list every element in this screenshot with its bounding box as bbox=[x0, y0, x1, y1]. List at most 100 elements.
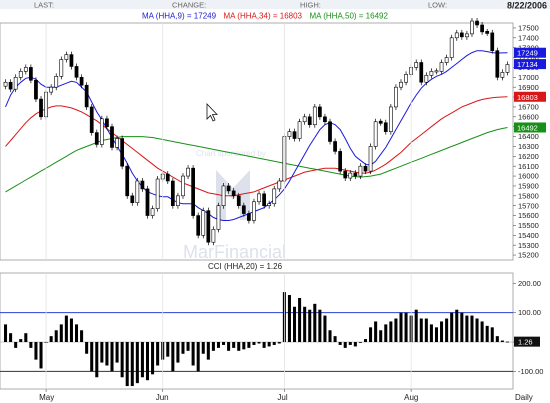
cci-bar bbox=[394, 318, 398, 343]
cci-title: CCI (HHA,20) = 1.26 bbox=[208, 262, 283, 271]
ma-lines bbox=[5, 50, 508, 221]
cci-bar bbox=[166, 342, 170, 357]
candle bbox=[135, 178, 140, 206]
candle bbox=[140, 178, 145, 192]
cci-bar bbox=[252, 342, 256, 345]
price-tick-label: 16200 bbox=[518, 152, 539, 161]
cci-bar bbox=[171, 342, 175, 372]
candle bbox=[505, 61, 510, 76]
candle bbox=[424, 72, 429, 86]
candle bbox=[216, 202, 221, 233]
high-label: HIGH: bbox=[300, 1, 321, 10]
month-label-may: May bbox=[39, 393, 54, 402]
cci-badge: 1.26 bbox=[514, 336, 540, 347]
cci-bar bbox=[262, 342, 266, 348]
cci-bar bbox=[424, 318, 428, 343]
cci-bar bbox=[490, 327, 494, 343]
price-badge-label: 17249 bbox=[517, 49, 538, 58]
last-label: LAST: bbox=[34, 1, 54, 10]
cci-bar bbox=[227, 342, 231, 351]
cci-bar bbox=[222, 342, 226, 345]
price-tick-label: 16900 bbox=[518, 83, 539, 92]
cci-bar bbox=[130, 342, 134, 387]
candle bbox=[257, 190, 261, 205]
candle bbox=[459, 29, 464, 40]
cci-bar bbox=[318, 309, 322, 343]
candle bbox=[388, 103, 393, 135]
cci-bar bbox=[267, 342, 271, 347]
price-tick-label: 15200 bbox=[518, 251, 539, 260]
cci-bar bbox=[120, 342, 124, 378]
cci-bar bbox=[191, 342, 195, 366]
cci-bar bbox=[298, 297, 302, 343]
candle bbox=[247, 210, 251, 224]
cci-bar bbox=[303, 306, 307, 343]
price-tick-label: 15300 bbox=[518, 241, 539, 250]
candle bbox=[125, 163, 130, 199]
candle bbox=[495, 47, 500, 81]
candle bbox=[307, 113, 312, 128]
price-tick-label: 15400 bbox=[518, 231, 539, 240]
cci-bar bbox=[272, 342, 276, 345]
cci-bar bbox=[19, 339, 23, 343]
cci-bar bbox=[69, 318, 73, 343]
candle bbox=[444, 54, 449, 66]
candle bbox=[196, 212, 201, 239]
cci-bar bbox=[323, 315, 327, 343]
ma9-line bbox=[5, 50, 508, 221]
candle bbox=[226, 182, 231, 194]
cci-bar bbox=[201, 342, 205, 354]
candle bbox=[13, 74, 18, 93]
cci-bar bbox=[140, 342, 144, 378]
cci-bar bbox=[404, 312, 408, 343]
candle bbox=[399, 79, 403, 91]
candle bbox=[3, 79, 8, 90]
change-label: CHANGE: bbox=[172, 1, 206, 10]
cci-bar bbox=[460, 312, 464, 343]
candle bbox=[191, 165, 195, 219]
price-tick-label: 16600 bbox=[518, 112, 539, 121]
cci-bar bbox=[475, 318, 479, 343]
price-badge: 17134 bbox=[514, 59, 546, 70]
cci-bar bbox=[363, 339, 368, 343]
cci-bar bbox=[505, 341, 509, 343]
price-tick-label: 17400 bbox=[518, 33, 539, 42]
candle bbox=[155, 176, 160, 212]
price-badge-label: 16492 bbox=[517, 123, 538, 132]
candle bbox=[475, 18, 479, 28]
cci-tick-label: 200.00 bbox=[518, 279, 541, 288]
candle bbox=[206, 207, 211, 246]
cci-bar bbox=[450, 312, 454, 343]
candle bbox=[297, 118, 302, 142]
cci-bar bbox=[49, 336, 53, 343]
candle bbox=[267, 200, 272, 209]
cci-bar bbox=[115, 342, 119, 363]
cci-bar bbox=[445, 318, 449, 343]
candle bbox=[99, 115, 104, 148]
price-tick-label: 16000 bbox=[518, 172, 539, 181]
cci-bar bbox=[455, 309, 459, 343]
cci-bar bbox=[429, 324, 433, 343]
price-tick-label: 16400 bbox=[518, 132, 539, 141]
cci-bar bbox=[176, 342, 180, 363]
price-badge-label: 16803 bbox=[517, 93, 538, 102]
cci-bar bbox=[389, 321, 393, 343]
cci-bar bbox=[196, 342, 200, 372]
cci-bar bbox=[39, 342, 43, 369]
price-badge-label: 17134 bbox=[517, 60, 538, 69]
cci-bar bbox=[343, 342, 347, 348]
cci-bar bbox=[100, 342, 104, 363]
candle bbox=[115, 135, 119, 151]
cci-bar bbox=[145, 342, 150, 381]
cci-bar bbox=[465, 315, 469, 343]
cci-badge-label: 1.26 bbox=[518, 338, 533, 347]
candle bbox=[292, 128, 297, 142]
candle bbox=[49, 84, 54, 96]
cci-bar bbox=[206, 342, 210, 360]
candle bbox=[34, 77, 38, 103]
cci-bar bbox=[369, 327, 373, 343]
cci-bar bbox=[9, 333, 13, 343]
cci-bar bbox=[500, 340, 504, 343]
candle bbox=[221, 182, 226, 209]
period-label: Daily bbox=[515, 393, 533, 402]
